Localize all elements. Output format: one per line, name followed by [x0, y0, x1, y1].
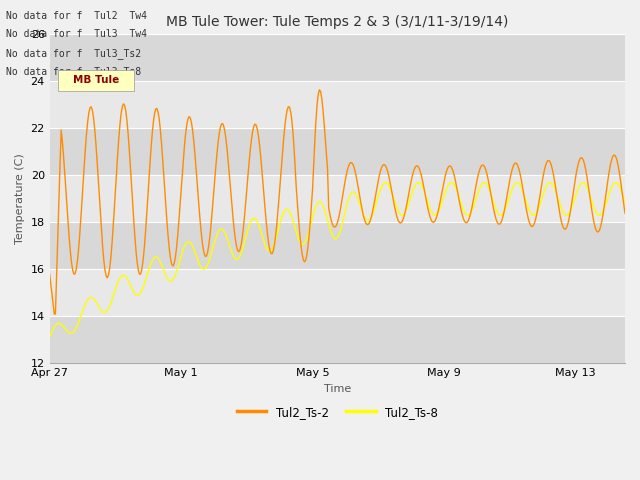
Bar — [50, 316, 625, 363]
Bar — [50, 35, 625, 81]
Text: No data for f  Tul3  Tw4: No data for f Tul3 Tw4 — [6, 29, 147, 39]
X-axis label: Time: Time — [324, 384, 351, 394]
Title: MB Tule Tower: Tule Temps 2 & 3 (3/1/11-3/19/14): MB Tule Tower: Tule Temps 2 & 3 (3/1/11-… — [166, 15, 509, 29]
Legend: Tul2_Ts-2, Tul2_Ts-8: Tul2_Ts-2, Tul2_Ts-8 — [232, 401, 443, 423]
Text: No data for f  Tul2  Tw4: No data for f Tul2 Tw4 — [6, 11, 147, 21]
Bar — [50, 222, 625, 269]
Y-axis label: Temperature (C): Temperature (C) — [15, 154, 25, 244]
Text: MB Tule: MB Tule — [73, 75, 119, 85]
Text: No data for f  Tul3_Ts2: No data for f Tul3_Ts2 — [6, 48, 141, 59]
Bar — [50, 128, 625, 175]
Text: No data for f  Tul3_Ts8: No data for f Tul3_Ts8 — [6, 66, 141, 77]
